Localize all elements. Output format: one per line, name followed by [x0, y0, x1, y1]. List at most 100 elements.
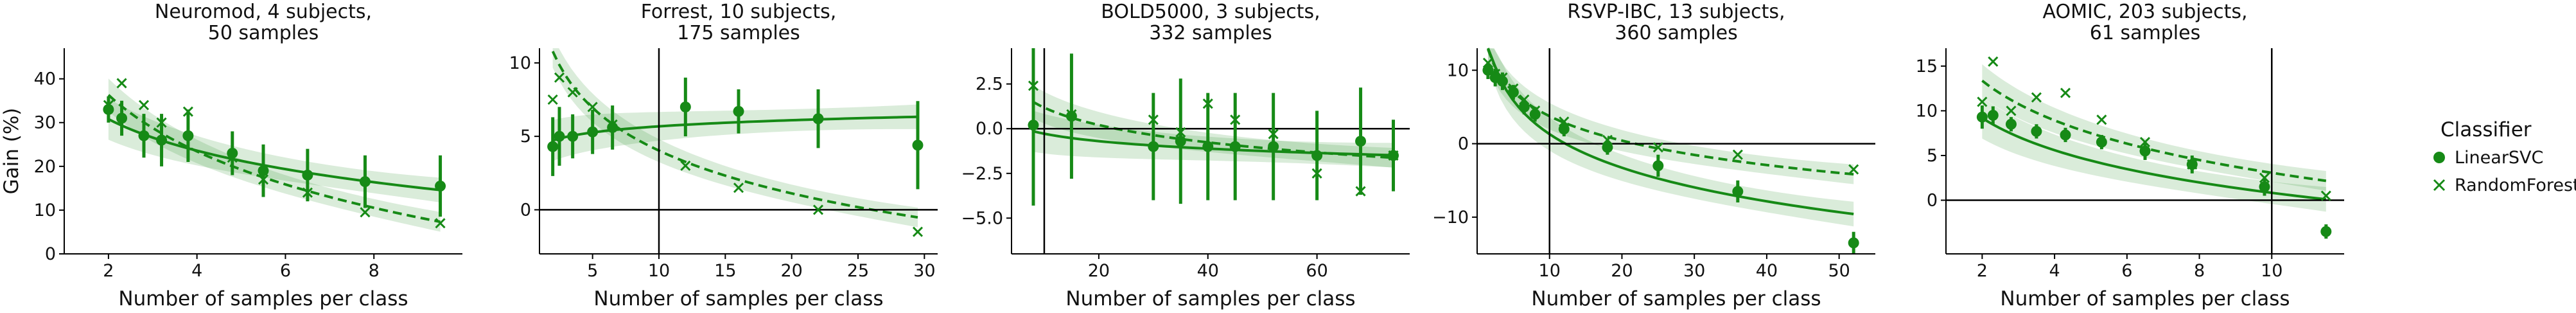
data-point-randomforest	[138, 100, 150, 111]
data-point-linearsvc	[2031, 125, 2042, 137]
fit-line-linearsvc	[1981, 116, 2327, 201]
x-tick-label: 60	[1306, 261, 1327, 281]
data-point-randomforest	[2006, 105, 2017, 116]
x-axis-label: Number of samples per class	[593, 287, 883, 310]
data-point-linearsvc	[1028, 120, 1039, 131]
fit-line-randomforest	[551, 50, 918, 219]
data-point-randomforest	[227, 152, 238, 163]
legend-marker-circle	[2433, 152, 2445, 163]
data-point-randomforest	[1988, 56, 1999, 67]
data-point-linearsvc	[812, 113, 824, 125]
data-point-randomforest	[2320, 190, 2331, 201]
x-tick-label: 20	[1611, 261, 1633, 281]
fit-line-linearsvc	[1033, 130, 1394, 157]
data-point-randomforest	[547, 94, 558, 105]
data-point-randomforest	[2031, 92, 2042, 103]
data-point-randomforest	[1482, 57, 1493, 68]
panel-title: Forrest, 10 subjects,	[641, 1, 837, 23]
data-point-linearsvc	[156, 134, 168, 146]
y-tick-label: 10	[1916, 101, 1938, 121]
data-point-linearsvc	[1848, 237, 1859, 249]
data-point-randomforest	[607, 119, 618, 130]
data-point-randomforest	[1508, 83, 1519, 94]
y-tick-label: −10	[1432, 208, 1469, 228]
data-point-randomforest	[812, 204, 824, 215]
data-point-randomforest	[435, 218, 446, 229]
data-point-randomforest	[2259, 172, 2270, 183]
data-point-randomforest	[2139, 137, 2151, 148]
data-point-linearsvc	[1175, 136, 1186, 147]
x-axis-label: Number of samples per class	[118, 287, 408, 310]
y-tick-label: 10	[1447, 60, 1469, 80]
data-point-randomforest	[1066, 109, 1077, 120]
y-tick-label: 2.5	[976, 75, 1003, 94]
data-point-randomforest	[1148, 114, 1159, 125]
data-point-randomforest	[182, 106, 193, 117]
data-point-linearsvc	[1529, 109, 1541, 120]
y-tick-label: 5	[1927, 146, 1938, 166]
data-point-randomforest	[554, 72, 565, 83]
y-tick-label: 0	[1927, 191, 1938, 211]
legend: Classifier LinearSVC RandomForest	[2433, 118, 2576, 195]
panel-4: RSVP-IBC, 13 subjects,360 samples 10 20 30 4…	[1432, 1, 1875, 310]
x-tick-label: 20	[780, 261, 802, 281]
panel-title: Neuromod, 4 subjects,	[155, 1, 372, 23]
panel-title: RSVP-IBC, 13 subjects,	[1567, 1, 1785, 23]
legend-label-linearsvc: LinearSVC	[2455, 148, 2543, 168]
y-tick-label: −2.5	[961, 164, 1003, 184]
y-tick-label: 40	[34, 69, 56, 89]
data-point-linearsvc	[2320, 226, 2332, 237]
data-point-linearsvc	[1202, 141, 1214, 152]
y-tick-label: 5	[520, 127, 531, 147]
data-point-linearsvc	[567, 130, 579, 142]
x-tick-label: 10	[1539, 261, 1561, 281]
panel-title: 332 samples	[1149, 22, 1272, 44]
x-tick-label: 10	[648, 261, 670, 281]
data-point-randomforest	[1175, 127, 1186, 138]
data-point-randomforest	[912, 226, 924, 237]
fit-line-randomforest	[1981, 79, 2327, 183]
data-point-randomforest	[1202, 98, 1213, 109]
data-point-linearsvc	[2060, 129, 2071, 141]
y-tick-label: 0.0	[976, 119, 1003, 139]
x-axis-label: Number of samples per class	[2000, 287, 2290, 310]
data-point-linearsvc	[1065, 111, 1077, 122]
legend-entry-randomforest: RandomForest	[2433, 175, 2576, 195]
confidence-band-linearsvc	[1487, 48, 1854, 227]
x-tick-label: 6	[280, 261, 291, 281]
data-point-linearsvc	[1507, 87, 1519, 98]
data-point-randomforest	[2060, 87, 2071, 98]
legend-title: Classifier	[2440, 118, 2532, 141]
y-tick-label: 10	[509, 53, 531, 73]
data-point-linearsvc	[587, 126, 599, 138]
data-point-linearsvc	[2096, 136, 2107, 148]
fit-line-randomforest	[107, 94, 441, 224]
data-point-randomforest	[1230, 114, 1241, 125]
x-tick-label: 50	[1828, 261, 1850, 281]
panel-title: 61 samples	[2090, 22, 2200, 44]
data-point-linearsvc	[679, 101, 691, 112]
x-tick-label: 40	[1197, 261, 1219, 281]
y-tick-label: 15	[1916, 57, 1938, 76]
x-tick-label: 20	[1088, 261, 1110, 281]
data-point-randomforest	[1388, 150, 1399, 161]
data-point-randomforest	[1355, 186, 1366, 197]
panel-3: BOLD5000, 3 subjects,332 samples 20 40 60 −5…	[961, 1, 1410, 310]
x-axis-label: Number of samples per class	[1531, 287, 1821, 310]
data-point-randomforest	[103, 100, 114, 111]
data-point-linearsvc	[2005, 118, 2017, 130]
data-point-randomforest	[1311, 168, 1322, 179]
data-point-randomforest	[1559, 116, 1570, 127]
data-point-randomforest	[1519, 94, 1530, 105]
data-point-linearsvc	[1987, 109, 1999, 121]
data-point-randomforest	[116, 78, 127, 89]
panel-title: 360 samples	[1615, 22, 1738, 44]
data-point-linearsvc	[435, 180, 446, 192]
data-point-linearsvc	[302, 169, 313, 181]
confidence-band-linearsvc	[1982, 97, 2326, 212]
legend-entry-linearsvc: LinearSVC	[2433, 148, 2543, 168]
data-point-linearsvc	[182, 130, 194, 141]
data-point-randomforest	[302, 187, 313, 198]
data-point-linearsvc	[2139, 145, 2151, 157]
data-point-linearsvc	[1229, 141, 1241, 152]
